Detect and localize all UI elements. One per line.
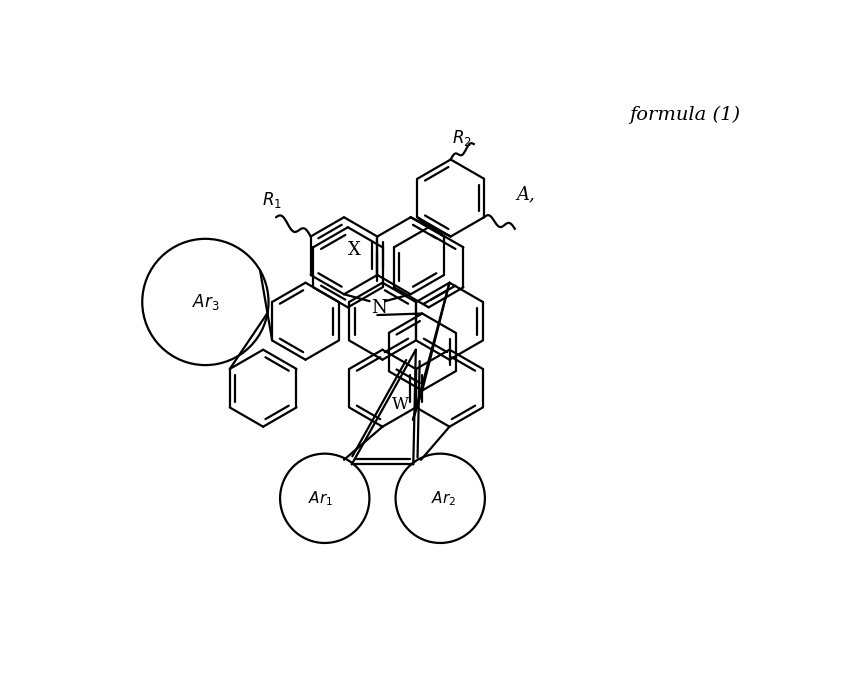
Text: W: W — [392, 396, 409, 413]
Text: N: N — [371, 299, 387, 317]
Text: $Ar_2$: $Ar_2$ — [431, 489, 457, 507]
Text: X: X — [348, 241, 360, 259]
Text: $R_2$: $R_2$ — [452, 128, 473, 148]
Text: formula (1): formula (1) — [629, 105, 740, 124]
Text: A,: A, — [516, 185, 535, 203]
Text: $R_1$: $R_1$ — [262, 189, 282, 210]
Text: $Ar_3$: $Ar_3$ — [192, 292, 219, 312]
Text: $Ar_1$: $Ar_1$ — [308, 489, 334, 507]
